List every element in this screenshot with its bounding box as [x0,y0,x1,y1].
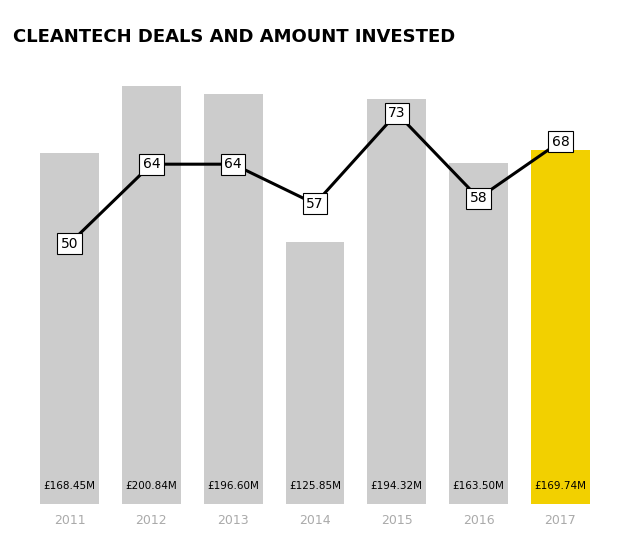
Text: 68: 68 [552,134,570,148]
Text: £125.85M: £125.85M [289,482,341,492]
Bar [285,242,345,504]
Bar [531,150,590,504]
Text: £194.32M: £194.32M [370,482,423,492]
Text: £163.50M: £163.50M [452,482,505,492]
Bar [367,99,427,504]
Text: 73: 73 [388,106,406,120]
Text: CLEANTECH DEALS AND AMOUNT INVESTED: CLEANTECH DEALS AND AMOUNT INVESTED [13,28,455,46]
Text: £169.74M: £169.74M [534,482,587,492]
Text: £168.45M: £168.45M [43,482,95,492]
Bar [203,94,263,504]
Text: 64: 64 [142,157,160,171]
Bar [40,153,99,504]
Text: 64: 64 [224,157,242,171]
Bar [122,86,181,504]
Text: £196.60M: £196.60M [207,482,259,492]
Bar [449,164,508,504]
Text: £200.84M: £200.84M [125,482,177,492]
Text: 50: 50 [61,236,78,250]
Text: 57: 57 [306,197,324,211]
Text: 58: 58 [470,191,488,205]
